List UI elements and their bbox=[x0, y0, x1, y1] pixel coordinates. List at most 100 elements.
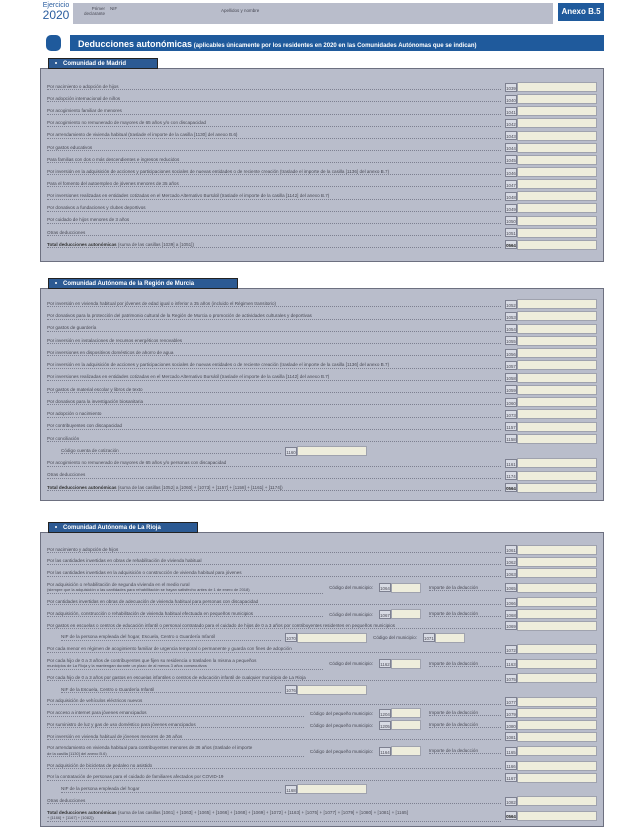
deduction-row: Por adopción o nacimiento 1073 bbox=[47, 408, 597, 420]
box-1080-input[interactable] bbox=[517, 720, 597, 731]
box-1070-input[interactable] bbox=[297, 632, 367, 643]
box-1158-input[interactable] bbox=[517, 433, 597, 444]
box-1165-input[interactable] bbox=[517, 746, 597, 757]
row-label: Por inversión en vivienda habitual de jó… bbox=[47, 734, 501, 741]
row-label: Por inversión en instalaciones de recurs… bbox=[47, 338, 501, 345]
box-1067-input[interactable] bbox=[391, 609, 421, 619]
row-label: Por inversiones en dispositivos doméstic… bbox=[47, 350, 501, 357]
box-1077-input[interactable] bbox=[517, 696, 597, 707]
box-1163-input[interactable] bbox=[517, 658, 597, 669]
box-1069-input[interactable] bbox=[517, 620, 597, 631]
box-1041-input[interactable] bbox=[517, 106, 597, 117]
box-1052-input[interactable] bbox=[517, 299, 597, 310]
box-1157-input[interactable] bbox=[517, 421, 597, 432]
importe-label: Importe de la deducción bbox=[429, 611, 501, 617]
box-number: 1061 bbox=[505, 545, 517, 555]
box-1064-input[interactable] bbox=[391, 582, 421, 593]
box-number: 1162 bbox=[379, 659, 391, 669]
row-label: Por contribuyentes con discapacidad bbox=[47, 423, 501, 430]
box-1068-input[interactable] bbox=[517, 609, 597, 619]
section-name: Comunidad Autónoma de la Región de Murci… bbox=[63, 281, 195, 287]
anexo-badge: Anexo B.5 bbox=[558, 3, 604, 21]
box-1049-input[interactable] bbox=[517, 203, 597, 214]
box-1079-input[interactable] bbox=[517, 708, 597, 719]
row-text: Por cada menor en régimen de acogimiento… bbox=[47, 646, 292, 652]
section-tab-la-rioja: Comunidad Autónoma de La Rioja bbox=[48, 522, 198, 533]
municipio-label: Código del pequeño municipio: bbox=[309, 722, 373, 728]
municipio-field: Código del municipio: 1162 bbox=[329, 658, 421, 669]
row-text: Por acceso a internet para jóvenes emanc… bbox=[47, 710, 147, 716]
box-1060-input[interactable] bbox=[517, 397, 597, 408]
row-text: Por nacimiento o adopción de hijos bbox=[47, 83, 119, 89]
box-1063-input[interactable] bbox=[517, 568, 597, 579]
box-number: 0564 bbox=[505, 483, 517, 493]
box-0564-input[interactable] bbox=[517, 482, 597, 493]
box-1057-input[interactable] bbox=[517, 360, 597, 371]
box-1040-input[interactable] bbox=[517, 94, 597, 105]
box-0564-input[interactable] bbox=[517, 239, 597, 250]
row-text: Por cada hijo de 0 a 3 años de contribuy… bbox=[47, 657, 257, 663]
deduction-row: Por donativos para la protección del pat… bbox=[47, 310, 597, 322]
box-1161-input[interactable] bbox=[517, 458, 597, 469]
section-madrid: Por nacimiento o adopción de hijos 1039 Po… bbox=[40, 68, 604, 262]
box-1053-input[interactable] bbox=[517, 311, 597, 322]
row-note: (siempre que la adquisición o las cantid… bbox=[47, 587, 250, 593]
box-1166-input[interactable] bbox=[517, 760, 597, 771]
row-label: Por gastos de guardería bbox=[47, 325, 501, 332]
box-1043-input[interactable] bbox=[517, 130, 597, 141]
nif-field[interactable]: NIF bbox=[108, 6, 208, 22]
municipio-label: Código del pequeño municipio: bbox=[309, 710, 373, 716]
box-1039-input[interactable] bbox=[517, 82, 597, 93]
box-1076-input[interactable] bbox=[297, 684, 367, 695]
box-1055-input[interactable] bbox=[517, 335, 597, 346]
deduction-row: Por acceso a internet para jóvenes emanc… bbox=[47, 708, 597, 720]
box-1205-input[interactable] bbox=[391, 720, 421, 731]
box-1072-input[interactable] bbox=[517, 644, 597, 655]
row-label: Por suministro de luz y gas de uso domés… bbox=[47, 722, 304, 729]
box-1167-input[interactable] bbox=[517, 772, 597, 783]
box-1059-input[interactable] bbox=[517, 384, 597, 395]
deduction-row: Por donativos para la investigación bios… bbox=[47, 396, 597, 408]
box-1058-input[interactable] bbox=[517, 372, 597, 383]
box-number: 1065 bbox=[505, 583, 517, 593]
box-1066-input[interactable] bbox=[517, 597, 597, 608]
box-1044-input[interactable] bbox=[517, 142, 597, 153]
box-1174-input[interactable] bbox=[517, 470, 597, 481]
box-1164-input[interactable] bbox=[391, 746, 421, 757]
box-1056-input[interactable] bbox=[517, 348, 597, 359]
box-number: 1081 bbox=[505, 732, 517, 742]
box-number: 1080 bbox=[505, 720, 517, 730]
box-1160-input[interactable] bbox=[297, 446, 367, 457]
box-1162-input[interactable] bbox=[391, 658, 421, 669]
box-1054-input[interactable] bbox=[517, 323, 597, 334]
box-1048-input[interactable] bbox=[517, 191, 597, 202]
box-number: 1158 bbox=[505, 434, 517, 444]
box-1073-input[interactable] bbox=[517, 409, 597, 420]
row-text: Por inversiones en dispositivos doméstic… bbox=[47, 349, 174, 355]
box-1075-input[interactable] bbox=[517, 673, 597, 684]
box-1042-input[interactable] bbox=[517, 118, 597, 129]
deduction-row: Por acogimiento no remunerado de mayores… bbox=[47, 457, 597, 469]
box-1065-input[interactable] bbox=[517, 582, 597, 593]
row-label: NIF de la persona empleada del hogar, Es… bbox=[61, 634, 281, 641]
box-1082-input[interactable] bbox=[517, 796, 597, 807]
box-0564-input[interactable] bbox=[517, 810, 597, 821]
box-1045-input[interactable] bbox=[517, 154, 597, 165]
box-1204-input[interactable] bbox=[391, 708, 421, 719]
box-1062-input[interactable] bbox=[517, 556, 597, 567]
deduction-row: Por adquisición de bicicletas de pedaleo… bbox=[47, 760, 597, 772]
section-tab-murcia: Comunidad Autónoma de la Región de Murci… bbox=[48, 278, 238, 289]
box-1050-input[interactable] bbox=[517, 215, 597, 226]
box-1046-input[interactable] bbox=[517, 167, 597, 178]
box-1047-input[interactable] bbox=[517, 179, 597, 190]
box-1071-input[interactable] bbox=[434, 632, 465, 643]
row-text: (suma de las casillas [1061] + [1063] + … bbox=[116, 809, 408, 815]
row-text: Por inversión en instalaciones de recurs… bbox=[47, 337, 183, 343]
box-number: 1204 bbox=[379, 708, 391, 718]
box-1168-input[interactable] bbox=[297, 784, 367, 795]
box-1061-input[interactable] bbox=[517, 544, 597, 555]
name-field[interactable]: Apellidos y nombre bbox=[215, 6, 548, 22]
box-1051-input[interactable] bbox=[517, 227, 597, 238]
row-text: Por las cantidades invertidas en obras d… bbox=[47, 558, 202, 564]
box-1081-input[interactable] bbox=[517, 731, 597, 742]
